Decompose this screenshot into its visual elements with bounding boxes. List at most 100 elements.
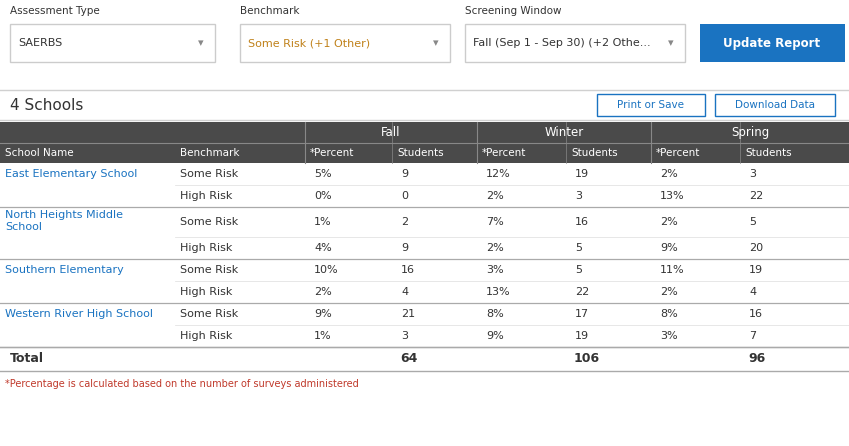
Text: *Percent: *Percent [310, 148, 354, 158]
Text: School Name: School Name [5, 148, 74, 158]
Text: 16: 16 [749, 309, 763, 319]
Text: Benchmark: Benchmark [240, 6, 300, 16]
Text: 5: 5 [575, 243, 582, 253]
Text: 2%: 2% [314, 287, 332, 297]
Text: Western River High School: Western River High School [5, 309, 153, 319]
Text: Students: Students [397, 148, 444, 158]
Text: 4%: 4% [314, 243, 332, 253]
Text: 9%: 9% [314, 309, 332, 319]
Text: 5: 5 [749, 217, 756, 227]
Text: 10%: 10% [314, 265, 339, 275]
Text: 3%: 3% [660, 331, 678, 341]
Bar [0, 185, 849, 207]
Text: SAERBS: SAERBS [18, 38, 62, 48]
Text: 3: 3 [401, 331, 408, 341]
Text: 1%: 1% [314, 217, 332, 227]
Bar [700, 24, 845, 62]
Text: Some Risk (+1 Other): Some Risk (+1 Other) [248, 38, 370, 48]
Text: Spring: Spring [731, 126, 769, 139]
Text: North Heights Middle: North Heights Middle [5, 210, 123, 220]
Text: *Percent: *Percent [656, 148, 700, 158]
Text: 19: 19 [575, 331, 589, 341]
Text: 106: 106 [574, 352, 600, 366]
Text: 8%: 8% [486, 309, 503, 319]
Text: Update Report: Update Report [723, 37, 821, 50]
Text: Some Risk: Some Risk [180, 169, 239, 179]
Text: 8%: 8% [660, 309, 678, 319]
Text: Students: Students [745, 148, 791, 158]
Text: 21: 21 [401, 309, 415, 319]
Text: Print or Save: Print or Save [617, 100, 684, 110]
Text: High Risk: High Risk [180, 243, 233, 253]
Text: 96: 96 [748, 352, 765, 366]
Text: 16: 16 [575, 217, 589, 227]
Text: Some Risk: Some Risk [180, 309, 239, 319]
Bar [0, 122, 849, 163]
Bar [0, 237, 849, 259]
Text: 9%: 9% [486, 331, 503, 341]
Bar [465, 24, 685, 62]
Text: 9%: 9% [660, 243, 678, 253]
Text: 22: 22 [575, 287, 589, 297]
Bar [0, 325, 849, 347]
Text: Benchmark: Benchmark [180, 148, 239, 158]
Text: 22: 22 [749, 191, 763, 201]
Bar [597, 94, 705, 116]
Text: High Risk: High Risk [180, 331, 233, 341]
Text: Fall: Fall [381, 126, 401, 139]
Text: Winter: Winter [544, 126, 583, 139]
Text: High Risk: High Risk [180, 191, 233, 201]
Text: 2%: 2% [660, 169, 678, 179]
Text: 5: 5 [575, 265, 582, 275]
Text: 7: 7 [749, 331, 756, 341]
Bar [240, 24, 450, 62]
Text: 13%: 13% [486, 287, 510, 297]
Text: 9: 9 [401, 243, 408, 253]
Text: *Percentage is calculated based on the number of surveys administered: *Percentage is calculated based on the n… [5, 379, 359, 389]
Text: 12%: 12% [486, 169, 511, 179]
Bar [0, 163, 849, 185]
Text: 3: 3 [749, 169, 756, 179]
Text: 2%: 2% [486, 243, 503, 253]
Bar [0, 281, 849, 303]
Text: Screening Window: Screening Window [465, 6, 561, 16]
Text: 4: 4 [749, 287, 756, 297]
Text: 1%: 1% [314, 331, 332, 341]
Text: Some Risk: Some Risk [180, 217, 239, 227]
Text: Fall (Sep 1 - Sep 30) (+2 Othe...: Fall (Sep 1 - Sep 30) (+2 Othe... [473, 38, 650, 48]
Text: 64: 64 [400, 352, 418, 366]
Text: 19: 19 [749, 265, 763, 275]
Text: 2: 2 [401, 217, 408, 227]
Text: 5%: 5% [314, 169, 332, 179]
Text: 17: 17 [575, 309, 589, 319]
Text: 11%: 11% [660, 265, 684, 275]
Text: 2%: 2% [660, 287, 678, 297]
Text: 3%: 3% [486, 265, 503, 275]
Text: Total: Total [10, 352, 44, 366]
Text: 7%: 7% [486, 217, 503, 227]
Text: ▾: ▾ [198, 38, 204, 48]
Bar [0, 207, 849, 237]
Text: ▾: ▾ [668, 38, 674, 48]
Text: Southern Elementary: Southern Elementary [5, 265, 124, 275]
Bar [0, 303, 849, 325]
Text: 20: 20 [749, 243, 763, 253]
Bar [0, 259, 849, 281]
Text: Some Risk: Some Risk [180, 265, 239, 275]
Text: ▾: ▾ [433, 38, 439, 48]
Text: 0: 0 [401, 191, 408, 201]
Text: 3: 3 [575, 191, 582, 201]
Text: 2%: 2% [486, 191, 503, 201]
Text: 13%: 13% [660, 191, 684, 201]
Text: School: School [5, 222, 42, 232]
Bar [10, 24, 215, 62]
Text: 4 Schools: 4 Schools [10, 98, 83, 112]
Text: 0%: 0% [314, 191, 332, 201]
Text: Assessment Type: Assessment Type [10, 6, 99, 16]
Text: *Percent: *Percent [482, 148, 526, 158]
Text: High Risk: High Risk [180, 287, 233, 297]
Text: 2%: 2% [660, 217, 678, 227]
Bar [715, 94, 835, 116]
Text: Students: Students [571, 148, 617, 158]
Text: 4: 4 [401, 287, 408, 297]
